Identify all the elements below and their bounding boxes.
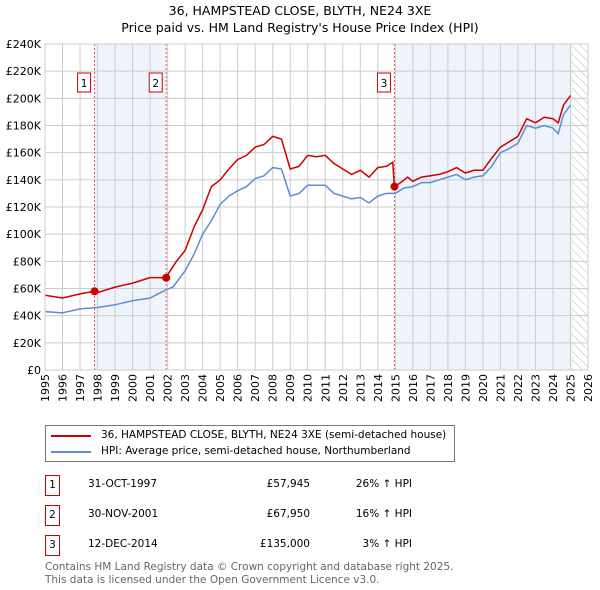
sale-label-box (77, 72, 92, 93)
x-tick-label: 2025 (564, 374, 577, 402)
y-tick-label: £240K (6, 38, 42, 51)
legend-label-hpi: HPI: Average price, semi-detached house,… (101, 445, 411, 457)
x-tick-label: 2003 (179, 374, 192, 402)
x-tick-label: 1999 (109, 374, 122, 402)
legend: 36, HAMPSTEAD CLOSE, BLYTH, NE24 3XE (se… (45, 425, 455, 462)
x-tick-label: 1995 (39, 374, 52, 402)
x-tick-label: 2001 (144, 374, 157, 402)
x-tick-label: 2023 (529, 374, 542, 402)
sale-marker-badge: 1 (45, 475, 60, 496)
legend-swatch-property (51, 434, 91, 437)
plot-frame (44, 43, 589, 371)
y-tick-label: £20K (13, 337, 42, 350)
sale-row: 3 12-DEC-2014 £135,000 3% ↑ HPI (45, 535, 445, 556)
sale-label: 1 (81, 78, 88, 90)
y-tick-label: £60K (13, 283, 42, 296)
y-tick-label: £100K (6, 228, 42, 241)
x-tick-label: 2009 (284, 374, 297, 402)
sale-label: 3 (381, 78, 388, 90)
y-tick-label: £80K (13, 255, 42, 268)
chart-subtitle: Price paid vs. HM Land Registry's House … (121, 20, 479, 35)
x-tick-label: 2020 (477, 374, 490, 402)
sale-marker-badge: 2 (45, 505, 60, 526)
sale-row: 2 30-NOV-2001 £67,950 16% ↑ HPI (45, 505, 445, 526)
y-tick-label: £160K (6, 147, 42, 160)
property-price-line (44, 95, 572, 299)
x-tick-label: 2006 (232, 374, 245, 402)
x-tick-label: 2021 (494, 374, 507, 402)
sale-date: 12-DEC-2014 (88, 538, 158, 550)
sale-hpi-diff: 16% ↑ HPI (355, 508, 412, 520)
y-tick-label: £40K (13, 310, 42, 323)
sale-marker-badge: 3 (45, 535, 60, 556)
x-tick-label: 2008 (267, 374, 280, 402)
price-chart: £0 £20K £40K £60K £80K £100K £120K £140K £160K £1… (6, 38, 595, 402)
sale-price: £67,950 (266, 508, 310, 520)
sale-hpi-diff: 26% ↑ HPI (355, 478, 412, 490)
x-tick-label: 2017 (424, 374, 437, 402)
x-tick-label: 2010 (302, 374, 315, 402)
x-tick-label: 2013 (354, 374, 367, 402)
x-tick-label: 2024 (547, 374, 560, 402)
hpi-line (44, 104, 572, 314)
x-tick-label: 2016 (407, 374, 420, 402)
x-tick-label: 2000 (127, 374, 140, 402)
x-tick-label: 1998 (92, 374, 105, 402)
x-tick-label: 2014 (372, 374, 385, 402)
sale-row: 1 31-OCT-1997 £57,945 26% ↑ HPI (45, 475, 445, 496)
sale-label-box (376, 72, 391, 93)
x-tick-label: 2018 (442, 374, 455, 402)
footer-licence: This data is licensed under the Open Gov… (45, 574, 380, 586)
sale-label-box (148, 72, 163, 93)
y-tick-label: £140K (6, 174, 42, 187)
x-tick-label: 2015 (389, 374, 402, 402)
sale-label: 2 (152, 78, 159, 90)
chart-title: 36, HAMPSTEAD CLOSE, BLYTH, NE24 3XE (168, 3, 432, 18)
sale-date: 30-NOV-2001 (88, 508, 159, 520)
y-tick-label: £0 (27, 364, 41, 377)
x-tick-label: 1996 (57, 374, 70, 402)
y-tick-label: £220K (6, 65, 42, 78)
y-tick-label: £180K (6, 120, 42, 133)
sale-price: £57,945 (266, 478, 310, 490)
x-tick-label: 2022 (512, 374, 525, 402)
sale-hpi-diff: 3% ↑ HPI (362, 538, 412, 550)
x-tick-label: 2004 (197, 374, 210, 402)
x-tick-label: 2019 (459, 374, 472, 402)
x-tick-label: 2002 (162, 374, 175, 402)
sale-point (390, 182, 399, 191)
legend-swatch-hpi (51, 450, 91, 453)
sale-point (90, 287, 99, 296)
y-tick-label: £200K (6, 92, 42, 105)
sale-price: £135,000 (259, 538, 310, 550)
y-tick-label: £120K (6, 201, 42, 214)
x-tick-label: 2012 (337, 374, 350, 402)
legend-label-property: 36, HAMPSTEAD CLOSE, BLYTH, NE24 3XE (se… (101, 429, 447, 441)
x-tick-label: 2007 (249, 374, 262, 402)
x-tick-label: 2005 (214, 374, 227, 402)
x-tick-label: 1997 (74, 374, 87, 402)
x-tick-label: 2026 (582, 374, 595, 402)
x-tick-label: 2011 (319, 374, 332, 402)
sale-date: 31-OCT-1997 (88, 478, 157, 490)
sale-point (162, 273, 171, 282)
footer-copyright: Contains HM Land Registry data © Crown c… (45, 561, 454, 573)
